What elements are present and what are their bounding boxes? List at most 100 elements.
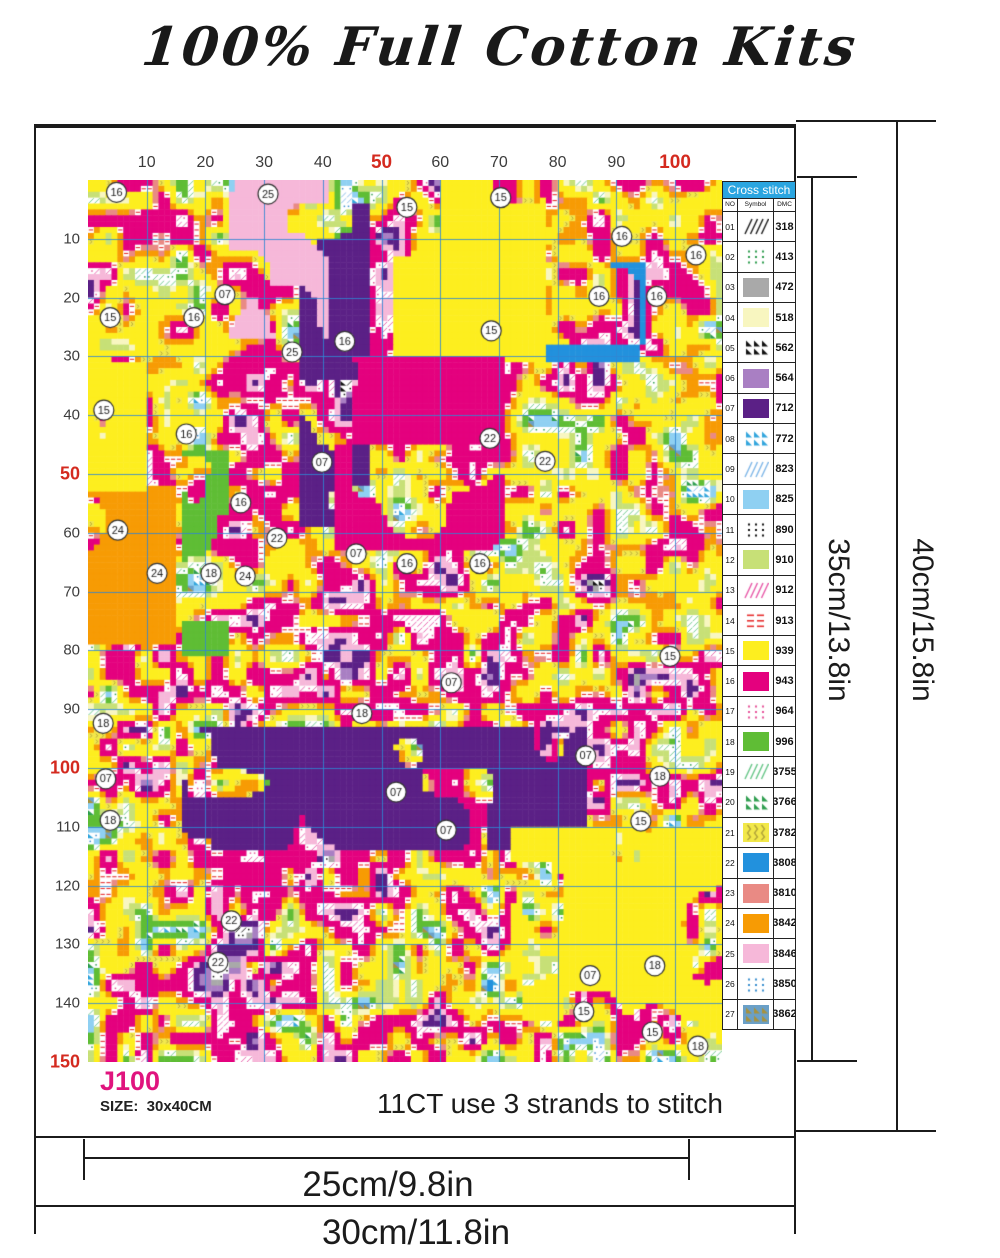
- dim-25cm-label: 25cm/9.8in: [302, 1165, 474, 1204]
- legend-no: 02: [723, 242, 738, 272]
- dim-40cm-tick-top: [796, 120, 936, 122]
- left-axis-label-90: 90: [63, 700, 80, 718]
- legend-row-943: 16 943: [723, 665, 795, 696]
- top-axis-label-40: 40: [313, 154, 332, 171]
- legend-symbol-swatch: [738, 242, 774, 272]
- legend-dmc-code: 562: [775, 341, 794, 354]
- legend-dmc-code: 823: [775, 463, 794, 476]
- left-axis-label-70: 70: [63, 583, 80, 601]
- left-axis-label-30: 30: [63, 347, 80, 365]
- top-axis-label-70: 70: [490, 154, 508, 171]
- legend-symbol-swatch: [738, 878, 774, 908]
- dim-35cm-line: [811, 177, 813, 1062]
- legend-row-3808: 22 3808: [723, 847, 795, 878]
- top-axis-label-60: 60: [431, 154, 450, 171]
- legend-row-3850: 26 3850: [723, 968, 795, 999]
- symbol-swatch-canvas: [742, 883, 769, 903]
- legend-symbol-swatch: [738, 302, 774, 333]
- symbol-swatch-canvas: [742, 611, 769, 630]
- top-axis-label-30: 30: [255, 154, 274, 171]
- symbol-swatch-canvas: [742, 853, 769, 873]
- symbol-swatch-canvas: [742, 429, 769, 449]
- symbol-swatch-canvas: [742, 701, 769, 721]
- legend-symbol-swatch: [738, 363, 774, 393]
- page-title: 100% Full Cotton Kits: [138, 16, 862, 78]
- legend-dmc-code: 3766: [774, 796, 795, 809]
- legend-row-823: 09 823: [723, 453, 795, 484]
- fabric-left-edge-line: [34, 124, 36, 1234]
- symbol-swatch-canvas: [742, 1004, 769, 1024]
- legend-col-no: NO: [723, 199, 738, 211]
- left-axis-label-20: 20: [63, 289, 80, 307]
- legend-no: 04: [723, 302, 738, 333]
- legend-no: 10: [723, 484, 738, 514]
- dim-30cm-label: 30cm/11.8in: [321, 1213, 511, 1252]
- symbol-swatch-canvas: [742, 247, 769, 267]
- legend-symbol-swatch: [738, 212, 774, 242]
- dim-30cm-line: [34, 1205, 796, 1207]
- left-axis-label-140: 140: [54, 994, 80, 1012]
- legend-no: 23: [723, 878, 738, 908]
- symbol-swatch-canvas: [742, 762, 769, 782]
- symbol-swatch-canvas: [742, 398, 769, 418]
- legend-row-912: 13 912: [723, 574, 795, 605]
- legend-symbol-swatch: [738, 787, 774, 817]
- legend-symbol-swatch: [738, 666, 774, 696]
- legend-row-3846: 25 3846: [723, 938, 795, 969]
- legend-symbol-swatch: [738, 454, 774, 484]
- legend-dmc-code: 996: [775, 735, 794, 748]
- top-axis-label-10: 10: [137, 154, 156, 171]
- legend-no: 07: [723, 393, 738, 424]
- symbol-swatch-canvas: [742, 550, 769, 570]
- legend-no: 18: [723, 727, 738, 757]
- symbol-swatch-canvas: [742, 217, 769, 237]
- legend-symbol-swatch: [738, 727, 774, 757]
- legend-symbol-swatch: [738, 817, 774, 848]
- legend-row-712: 07 712: [723, 392, 795, 424]
- legend-col-symbol: Symbol: [738, 199, 774, 211]
- legend-dmc-code: 3810: [774, 887, 795, 900]
- symbol-swatch-canvas: [742, 277, 769, 297]
- legend-symbol-swatch: [738, 939, 774, 969]
- legend-no: 12: [723, 545, 738, 575]
- legend-no: 16: [723, 666, 738, 696]
- legend-dmc-code: 318: [775, 220, 794, 233]
- legend-symbol-swatch: [738, 848, 774, 878]
- symbol-swatch-canvas: [742, 732, 769, 752]
- legend-table: Cross stitch NO Symbol DMC 01 318 02 413 03 4…: [722, 181, 796, 1031]
- legend-no: 22: [723, 848, 738, 878]
- legend-row-996: 18 996: [723, 726, 795, 757]
- legend-dmc-code: 3850: [774, 978, 795, 991]
- left-axis-label-120: 120: [54, 877, 80, 895]
- legend-no: 26: [723, 969, 738, 999]
- legend-row-910: 12 910: [723, 544, 795, 575]
- left-axis-label-110: 110: [56, 818, 80, 836]
- legend-symbol-swatch: [738, 757, 774, 787]
- legend-dmc-code: 939: [775, 644, 794, 657]
- dim-40cm-label: 40cm/15.8in: [906, 538, 939, 702]
- legend-symbol-swatch: [738, 393, 774, 424]
- symbol-swatch-canvas: [742, 308, 769, 328]
- legend-dmc-code: 3862: [774, 1008, 795, 1021]
- legend-row-3810: 23 3810: [723, 877, 795, 908]
- legend-symbol-swatch: [738, 545, 774, 575]
- legend-row-518: 04 518: [723, 301, 795, 333]
- top-axis-label-90: 90: [607, 154, 626, 171]
- legend-no: 09: [723, 454, 738, 484]
- legend-no: 03: [723, 272, 738, 302]
- left-axis-label-40: 40: [63, 406, 80, 424]
- legend-no: 11: [723, 514, 738, 545]
- left-axis-label-80: 80: [63, 641, 80, 659]
- legend-no: 13: [723, 575, 738, 605]
- legend-row-3766: 20 3766: [723, 786, 795, 817]
- legend-symbol-swatch: [738, 908, 774, 939]
- legend-no: 17: [723, 696, 738, 727]
- legend-dmc-code: 943: [775, 675, 794, 688]
- legend-row-318: 01 318: [723, 211, 795, 242]
- legend-col-dmc: DMC: [777, 201, 792, 208]
- left-axis-label-10: 10: [63, 230, 80, 248]
- top-axis-label-100: 100: [659, 152, 691, 173]
- legend-no: 05: [723, 333, 738, 363]
- stitch-note: 11CT use 3 strands to stitch: [376, 1088, 724, 1119]
